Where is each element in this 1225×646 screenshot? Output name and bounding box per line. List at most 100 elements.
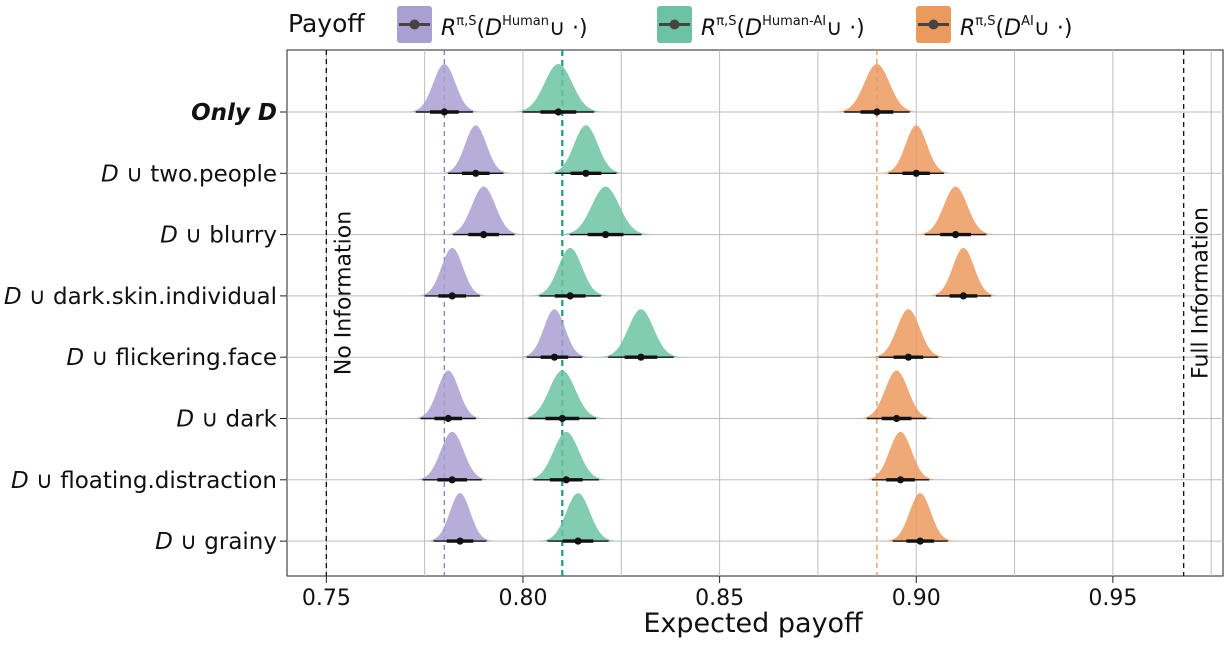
point-estimate [480,231,488,239]
y-tick-text: ∪ flickering.face [84,345,277,371]
y-tick-text: Only D [191,100,277,126]
x-tick-label: 0.90 [892,586,941,611]
point-estimate [566,292,574,300]
legend-label-part: R [701,16,716,41]
y-tick-label: D ∪ blurry [160,223,277,249]
legend-label-part: ( [477,16,486,41]
legend-label-part: ( [737,16,746,41]
legend-label-part: Human-AI [762,14,826,29]
point-estimate [904,353,912,361]
point-estimate [873,108,881,116]
point-estimate [472,169,480,177]
legend-swatch-point [669,19,680,30]
legend: Payoff Rπ,S(DHuman∪ ·) Rπ,S(DHuman-AI∪ ·)… [288,6,1072,43]
point-estimate [440,108,448,116]
legend-label-part: π,S [975,14,995,29]
plot-panel [286,49,1224,577]
point-estimate [951,231,960,239]
y-tick-label: D ∪ grainy [155,529,277,555]
density-human-ai [517,247,624,296]
legend-label-part: Human [502,14,549,29]
legend-label-part: D [745,16,762,41]
y-tick-set: D [4,284,22,310]
density-ai [902,186,1009,235]
x-tick-label: 0.80 [498,586,547,611]
legend-item: Rπ,S(DAI∪ ·) [916,6,1072,43]
density-human [414,493,507,542]
density-human [430,186,537,235]
density-human-ai [532,125,639,174]
x-axis-label: Expected payoff [643,608,864,639]
legend-swatch-point [928,19,939,30]
legend-label-part: R [441,16,456,41]
legend-label-part: π,S [716,14,736,29]
x-tick-label: 0.95 [1088,586,1137,611]
legend-label-part: ∪ ·) [1034,16,1073,41]
x-tick-label: 0.75 [302,586,351,611]
y-tick-text: ∪ grainy [173,529,277,555]
point-estimate [582,169,590,177]
point-estimate [444,414,452,423]
legend-label-part: ∪ ·) [826,16,865,41]
x-tick-label: 0.85 [695,586,744,611]
reference-line-label: No Information [331,211,356,375]
y-tick-label: Only D [191,100,277,126]
legend-label-part: ( [996,16,1005,41]
point-estimate [456,537,464,545]
point-estimate [558,414,566,423]
x-axis: 0.75 0.80 0.85 0.90 0.95 [302,576,1137,611]
density-human-ai [509,431,623,480]
y-tick-set: D [101,161,119,187]
density-ai [845,370,948,419]
point-estimate [550,353,559,361]
point-estimate [912,169,920,177]
legend-label-part: D [485,16,502,41]
density-ai [857,309,960,358]
y-tick-text: ∪ floating.distraction [29,468,277,494]
point-estimate [959,292,968,300]
legend-label: Rπ,S(DHuman-AI∪ ·) [701,14,865,41]
y-tick-label: D ∪ dark.skin.individual [4,284,277,310]
y-tick-text: ∪ dark.skin.individual [22,284,277,310]
y-tick-text: ∪ two.people [119,161,277,187]
legend-label-part: ∪ ·) [549,16,588,41]
density-human-ai [524,493,632,542]
legend-label-part: AI [1021,14,1034,29]
legend-item: Rπ,S(DHuman-AI∪ ·) [657,6,865,43]
density-human [394,64,494,112]
y-tick-set: D [160,223,178,249]
legend-swatch-point [409,19,420,30]
ridges [394,64,1012,545]
legend-label-part: π,S [456,14,476,29]
point-estimate [448,292,456,300]
point-estimate [574,537,582,545]
reference-line-label: Full Information [1189,207,1214,379]
density-ai [820,64,934,112]
density-human-ai [543,186,668,235]
legend-label: Rπ,S(DAI∪ ·) [960,14,1072,41]
density-human [427,125,524,174]
density-ai [868,125,965,174]
y-tick-set: D [155,529,173,555]
point-estimate [448,476,456,484]
point-estimate [637,353,645,361]
y-tick-set: D [11,468,29,494]
density-ai [915,247,1012,296]
density-human [404,247,500,296]
legend-item: Rπ,S(DHuman∪ ·) [397,6,588,43]
y-tick-label: D ∪ dark [176,407,277,433]
point-estimate [916,537,924,545]
point-estimate [554,108,562,116]
density-human-ai [584,309,698,358]
y-tick-set: D [176,407,194,433]
y-tick-label: D ∪ flickering.face [66,345,277,371]
density-ai [872,493,968,542]
y-tick-label: D ∪ two.people [101,161,277,187]
density-human [400,431,504,480]
legend-label-part: R [960,16,975,41]
point-estimate [601,231,610,239]
y-tick-text: ∪ dark [194,407,278,433]
point-estimate [896,476,905,484]
